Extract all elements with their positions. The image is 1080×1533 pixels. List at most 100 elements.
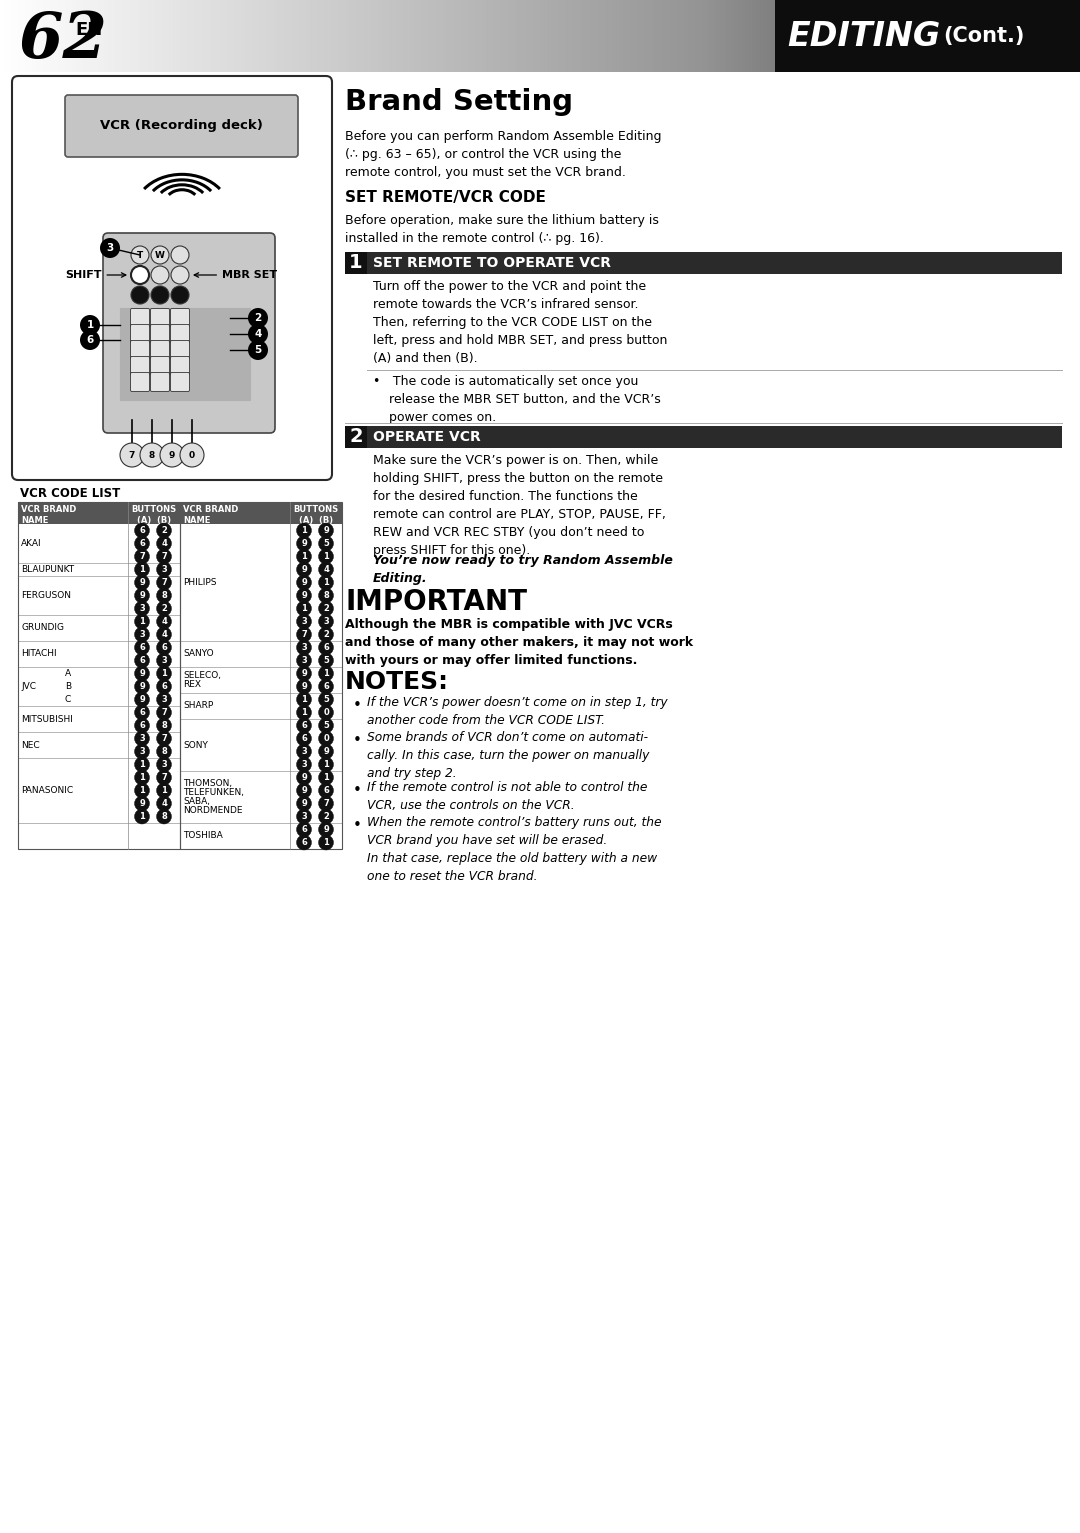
Bar [356, 0, 361, 72]
Text: 7: 7 [301, 630, 307, 639]
Bar [122, 0, 127, 72]
Bar [839, 0, 843, 72]
Circle shape [157, 717, 172, 733]
Bar [591, 0, 595, 72]
Text: MITSUBISHI: MITSUBISHI [21, 714, 72, 724]
Bar [105, 0, 109, 72]
FancyBboxPatch shape [131, 357, 149, 376]
Text: 9: 9 [323, 747, 329, 756]
Bar [518, 0, 523, 72]
Circle shape [157, 653, 172, 668]
Circle shape [135, 691, 149, 707]
Bar [162, 0, 166, 72]
Bar [684, 0, 689, 72]
Bar [926, 0, 930, 72]
Bar [821, 0, 825, 72]
Bar [986, 0, 991, 72]
Bar [802, 0, 808, 72]
Bar [18, 667, 180, 707]
Circle shape [140, 443, 164, 468]
Bar [691, 0, 696, 72]
Text: •: • [353, 733, 362, 748]
Bar [165, 0, 171, 72]
Text: 6: 6 [323, 786, 329, 796]
Bar [90, 0, 95, 72]
Bar [543, 0, 549, 72]
Bar [57, 0, 63, 72]
Text: B: B [65, 682, 71, 691]
Text: 1: 1 [86, 320, 94, 330]
Bar [842, 0, 847, 72]
Bar [515, 0, 519, 72]
Circle shape [297, 575, 311, 590]
Bar [994, 0, 998, 72]
Text: VCR BRAND
NAME: VCR BRAND NAME [183, 504, 239, 526]
Text: PHILIPS: PHILIPS [183, 578, 216, 587]
Bar [94, 0, 98, 72]
Circle shape [297, 809, 311, 825]
Bar [900, 0, 905, 72]
Bar [119, 0, 123, 72]
Text: If the remote control is not able to control the
VCR, use the controls on the VC: If the remote control is not able to con… [367, 780, 647, 812]
Bar [1034, 0, 1038, 72]
Circle shape [135, 563, 149, 576]
Bar [407, 0, 411, 72]
Bar [756, 0, 760, 72]
Bar [364, 0, 368, 72]
Bar [666, 0, 671, 72]
Bar [1058, 0, 1063, 72]
Bar [0, 0, 4, 72]
Text: 5: 5 [323, 694, 329, 704]
Circle shape [297, 679, 311, 694]
Bar [975, 0, 981, 72]
Circle shape [297, 615, 311, 629]
Bar [605, 0, 609, 72]
Circle shape [319, 835, 334, 849]
Text: •: • [353, 783, 362, 799]
Bar [310, 0, 314, 72]
Bar [43, 0, 48, 72]
Bar [673, 0, 678, 72]
Bar [338, 0, 343, 72]
Circle shape [135, 639, 149, 655]
Circle shape [297, 796, 311, 811]
Text: A: A [65, 668, 71, 678]
Circle shape [157, 601, 172, 616]
Text: 1: 1 [301, 526, 307, 535]
Circle shape [157, 665, 172, 681]
Text: 6: 6 [161, 682, 167, 691]
Bar [565, 0, 570, 72]
Text: You’re now ready to try Random Assemble
Editing.: You’re now ready to try Random Assemble … [373, 553, 673, 586]
Circle shape [157, 679, 172, 694]
Bar [367, 251, 1062, 274]
Bar [680, 0, 685, 72]
Text: BLAUPUNKT: BLAUPUNKT [21, 566, 75, 573]
Bar [483, 0, 487, 72]
Circle shape [297, 835, 311, 849]
Text: 9: 9 [139, 694, 145, 704]
FancyBboxPatch shape [150, 357, 170, 376]
Bar [202, 0, 206, 72]
Bar [580, 0, 584, 72]
Text: 6: 6 [323, 682, 329, 691]
Text: NORDMENDE: NORDMENDE [183, 806, 243, 816]
Bar [18, 501, 180, 849]
Text: 1: 1 [323, 773, 329, 782]
Bar [774, 0, 779, 72]
Bar [184, 0, 188, 72]
Circle shape [319, 665, 334, 681]
Text: 9: 9 [323, 526, 329, 535]
Circle shape [151, 245, 168, 264]
Circle shape [100, 238, 120, 258]
Circle shape [297, 717, 311, 733]
Bar [306, 0, 311, 72]
FancyBboxPatch shape [150, 340, 170, 360]
Text: •: • [353, 698, 362, 713]
Text: 3: 3 [301, 616, 307, 625]
Bar [1066, 0, 1070, 72]
Circle shape [157, 627, 172, 642]
Circle shape [319, 796, 334, 811]
Bar [486, 0, 490, 72]
Text: 6: 6 [139, 526, 145, 535]
Bar [853, 0, 858, 72]
